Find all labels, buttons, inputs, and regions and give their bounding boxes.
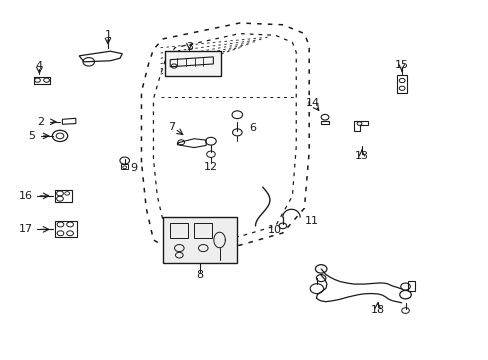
Bar xyxy=(194,223,212,238)
Text: 12: 12 xyxy=(203,162,218,172)
Text: 7: 7 xyxy=(168,122,175,132)
Text: 15: 15 xyxy=(394,60,408,70)
Text: 11: 11 xyxy=(304,216,318,226)
Text: 8: 8 xyxy=(196,270,203,280)
Bar xyxy=(163,217,237,263)
Text: 5: 5 xyxy=(28,131,35,141)
Text: 13: 13 xyxy=(354,151,368,161)
Text: 14: 14 xyxy=(305,98,320,108)
Text: 10: 10 xyxy=(267,225,281,235)
Text: 6: 6 xyxy=(249,123,256,133)
Bar xyxy=(170,223,188,238)
Bar xyxy=(396,75,407,93)
Text: 18: 18 xyxy=(370,305,384,315)
Bar xyxy=(165,50,220,76)
Text: 16: 16 xyxy=(19,191,33,201)
Text: 1: 1 xyxy=(104,30,111,40)
Text: 3: 3 xyxy=(185,42,192,51)
Text: 4: 4 xyxy=(36,61,43,71)
Text: 2: 2 xyxy=(37,117,44,127)
Text: 17: 17 xyxy=(19,224,33,234)
Text: 9: 9 xyxy=(129,163,137,173)
